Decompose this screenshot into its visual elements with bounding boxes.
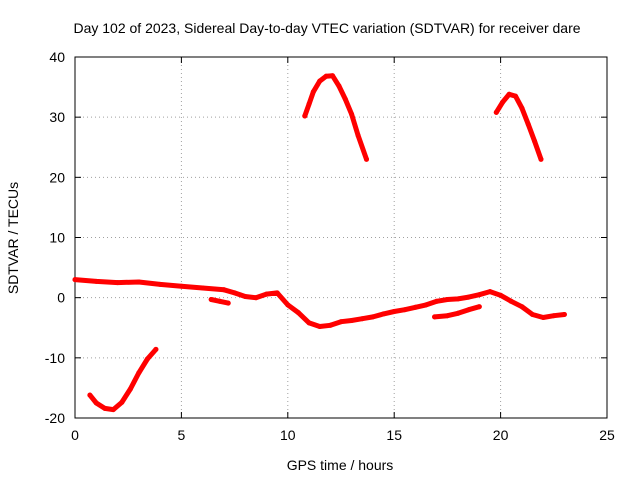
- x-tick-label: 15: [386, 427, 402, 443]
- data-point: [356, 133, 361, 138]
- data-point: [275, 290, 280, 295]
- data-point: [339, 319, 344, 324]
- data-point: [526, 122, 531, 127]
- data-point: [330, 73, 335, 78]
- x-tick-label: 5: [178, 427, 186, 443]
- x-tick-label: 20: [493, 427, 509, 443]
- data-point: [311, 89, 316, 94]
- data-point: [360, 316, 365, 321]
- data-point: [477, 292, 482, 297]
- data-point: [317, 324, 322, 329]
- data-point: [456, 311, 461, 316]
- data-point: [102, 406, 107, 411]
- data-point: [136, 280, 141, 285]
- data-point: [539, 157, 544, 162]
- data-point: [509, 299, 514, 304]
- data-point: [307, 101, 312, 106]
- data-point: [222, 287, 227, 292]
- data-point: [541, 315, 546, 320]
- data-point: [402, 307, 407, 312]
- data-point: [513, 94, 518, 99]
- data-point: [498, 293, 503, 298]
- data-point: [392, 309, 397, 314]
- data-point: [111, 407, 116, 412]
- data-point: [317, 79, 322, 84]
- data-point: [119, 400, 124, 405]
- x-axis-label: GPS time / hours: [287, 457, 394, 473]
- data-point: [336, 83, 341, 88]
- y-tick-label: 40: [49, 49, 65, 65]
- data-point: [466, 307, 471, 312]
- y-axis-label: SDTVAR / TECUs: [5, 182, 21, 294]
- data-point: [364, 157, 369, 162]
- data-point: [424, 302, 429, 307]
- data-point: [226, 301, 231, 306]
- data-point: [551, 313, 556, 318]
- chart-title: Day 102 of 2023, Sidereal Day-to-day VTE…: [73, 20, 580, 36]
- y-tick-label: 10: [49, 230, 65, 246]
- data-point: [507, 92, 512, 97]
- data-point: [145, 357, 150, 362]
- data-point: [381, 311, 386, 316]
- data-point: [153, 347, 158, 352]
- y-tick-label: 0: [57, 290, 65, 306]
- data-point: [434, 299, 439, 304]
- data-point: [500, 100, 505, 105]
- data-point: [94, 279, 99, 284]
- data-point: [158, 282, 163, 287]
- x-tick-label: 25: [599, 427, 615, 443]
- data-point: [179, 284, 184, 289]
- data-point: [200, 286, 205, 291]
- data-point: [296, 310, 301, 315]
- data-point: [456, 296, 461, 301]
- series-line-baseline-segment: [75, 280, 564, 327]
- data-point: [285, 302, 290, 307]
- data-point: [532, 139, 537, 144]
- data-point: [432, 314, 437, 319]
- y-tick-label: 20: [49, 169, 65, 185]
- data-point: [253, 295, 258, 300]
- data-point: [519, 106, 524, 111]
- data-point: [343, 97, 348, 102]
- chart: Day 102 of 2023, Sidereal Day-to-day VTE…: [0, 0, 640, 480]
- x-tick-label: 0: [71, 427, 79, 443]
- series-layer: [73, 73, 567, 412]
- data-point: [94, 401, 99, 406]
- data-point: [136, 370, 141, 375]
- data-point: [232, 290, 237, 295]
- data-point: [349, 318, 354, 323]
- data-point: [370, 314, 375, 319]
- data-point: [324, 74, 329, 79]
- y-tick-label: 30: [49, 109, 65, 125]
- data-point: [115, 280, 120, 285]
- data-point: [349, 112, 354, 117]
- data-point: [530, 312, 535, 317]
- data-point: [445, 313, 450, 318]
- data-point: [466, 295, 471, 300]
- data-point: [413, 305, 418, 310]
- data-point: [494, 110, 499, 115]
- data-point: [217, 299, 222, 304]
- data-point: [307, 320, 312, 325]
- data-point: [128, 387, 133, 392]
- data-point: [209, 297, 214, 302]
- y-tick-label: -20: [45, 410, 65, 426]
- data-point: [87, 393, 92, 398]
- y-tick-label: -10: [45, 350, 65, 366]
- x-tick-label: 10: [280, 427, 296, 443]
- data-point: [328, 323, 333, 328]
- data-point: [562, 312, 567, 317]
- data-point: [445, 297, 450, 302]
- data-point: [243, 294, 248, 299]
- data-point: [519, 304, 524, 309]
- data-point: [488, 289, 493, 294]
- data-point: [73, 277, 78, 282]
- data-point: [264, 292, 269, 297]
- data-point: [302, 114, 307, 119]
- grid: [75, 57, 607, 418]
- data-point: [477, 304, 482, 309]
